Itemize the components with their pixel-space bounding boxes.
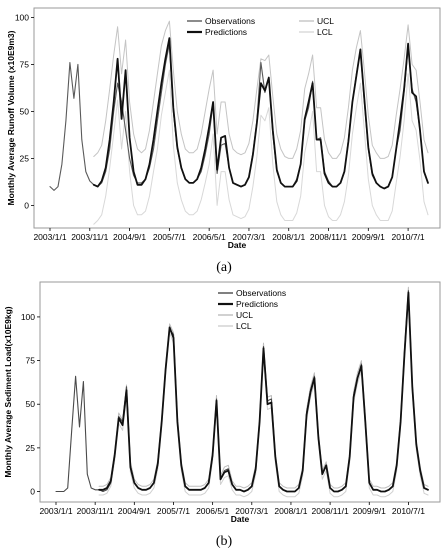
series-line-predictions-b bbox=[98, 291, 429, 493]
y-axis-title-b: Monthly Average Sediment Load(x10E9kg) bbox=[3, 306, 13, 477]
legend-label-ucl-b: UCL bbox=[236, 310, 253, 320]
panel-label-a: (a) bbox=[216, 260, 232, 275]
series-lines-b bbox=[55, 286, 429, 498]
x-tick-label-a-2010-7-1: 2010/7/1 bbox=[392, 232, 425, 242]
x-tick-label-a-2003-11-1: 2003/11/1 bbox=[71, 232, 108, 242]
x-tick-label-b-2008-1-1: 2008/1/1 bbox=[274, 506, 307, 516]
y-tick-label-b-25: 25 bbox=[26, 443, 36, 453]
x-tick-label-a-2005-7-1: 2005/7/1 bbox=[153, 232, 186, 242]
x-tick-label-b-2010-7-1: 2010/7/1 bbox=[392, 506, 425, 516]
series-lines-a bbox=[49, 20, 429, 225]
legend-label-predictions-a: Predictions bbox=[205, 27, 247, 37]
x-tick-label-b-2008-11-1: 2008/11/1 bbox=[312, 506, 349, 516]
legend-a: Observations Predictions UCL LCL bbox=[187, 16, 334, 37]
legend-label-ucl-a: UCL bbox=[317, 16, 334, 26]
series-line-ucl-a bbox=[93, 20, 429, 159]
y-tick-label-b-50: 50 bbox=[26, 399, 36, 409]
legend-label-observations-a: Observations bbox=[205, 16, 255, 26]
series-line-predictions-a bbox=[92, 37, 429, 190]
chart-panel-b: 0 25 50 75 100 2003/1/1 2003/11/1 2004/9/1 2005/… bbox=[3, 281, 441, 549]
x-tick-label-b-2003-11-1: 2003/11/1 bbox=[77, 506, 114, 516]
y-axis-title-a: Monthly Average Runoff Volume (x10E9m3) bbox=[6, 30, 16, 205]
x-tick-label-b-2003-1-1: 2003/1/1 bbox=[39, 506, 72, 516]
y-tick-label-a-75: 75 bbox=[20, 59, 30, 69]
y-tick-label-a-25: 25 bbox=[20, 153, 30, 163]
x-tick-label-a-2008-11-1: 2008/11/1 bbox=[310, 232, 347, 242]
legend-label-observations-b: Observations bbox=[236, 288, 286, 298]
y-tick-label-a-100: 100 bbox=[15, 12, 29, 22]
y-tick-label-b-75: 75 bbox=[26, 356, 36, 366]
x-tick-label-b-2004-9-1: 2004/9/1 bbox=[118, 506, 151, 516]
x-axis-title-a: Date bbox=[228, 240, 247, 250]
x-tick-label-a-2004-9-1: 2004/9/1 bbox=[113, 232, 146, 242]
x-tick-label-a-2008-1-1: 2008/1/1 bbox=[272, 232, 305, 242]
x-tick-label-a-2003-1-1: 2003/1/1 bbox=[33, 232, 66, 242]
plot-area-a bbox=[33, 7, 441, 229]
y-tick-label-a-50: 50 bbox=[20, 106, 30, 116]
legend-b: Observations Predictions UCL LCL bbox=[218, 288, 286, 331]
axes-b: 0 25 50 75 100 2003/1/1 2003/11/1 2004/9/1 2005/… bbox=[21, 312, 425, 516]
panel-label-b: (b) bbox=[216, 534, 233, 549]
chart-panel-a: 0 25 50 75 100 2003/1/1 2003/11/1 2004/9/1 2005/… bbox=[6, 7, 441, 275]
x-tick-label-b-2006-5-1: 2006/5/1 bbox=[196, 506, 229, 516]
x-tick-label-b-2007-3-1: 2007/3/1 bbox=[235, 506, 268, 516]
y-tick-label-b-0: 0 bbox=[30, 487, 35, 497]
legend-label-lcl-b: LCL bbox=[236, 321, 252, 331]
x-tick-label-b-2005-7-1: 2005/7/1 bbox=[157, 506, 190, 516]
legend-label-predictions-b: Predictions bbox=[236, 299, 278, 309]
x-tick-label-a-2009-9-1: 2009/9/1 bbox=[352, 232, 385, 242]
x-tick-label-a-2006-5-1: 2006/5/1 bbox=[193, 232, 226, 242]
series-line-lcl-a bbox=[93, 69, 429, 225]
x-tick-label-a-2007-3-1: 2007/3/1 bbox=[232, 232, 265, 242]
y-tick-label-a-0: 0 bbox=[24, 200, 29, 210]
axes-a: 0 25 50 75 100 2003/1/1 2003/11/1 2004/9/1 2005/… bbox=[15, 12, 425, 242]
x-axis-title-b: Date bbox=[231, 514, 250, 524]
x-tick-label-b-2009-9-1: 2009/9/1 bbox=[353, 506, 386, 516]
legend-label-lcl-a: LCL bbox=[317, 27, 333, 37]
plot-area-b bbox=[39, 281, 441, 503]
y-tick-label-b-100: 100 bbox=[21, 312, 35, 322]
